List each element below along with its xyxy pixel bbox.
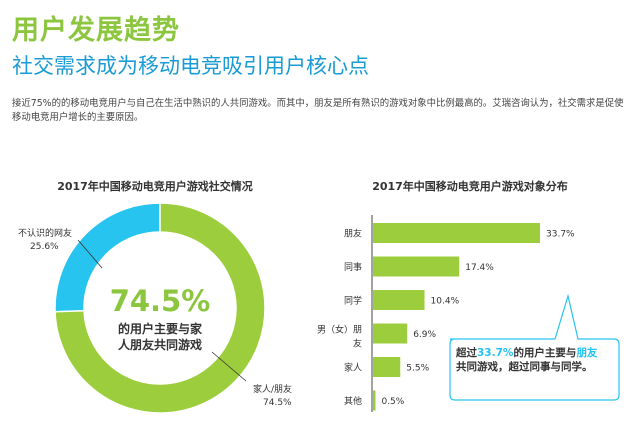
donut-chart [54,202,266,414]
callout-value: 33.7% [477,347,514,359]
page-title: 用户发展趋势 [12,15,180,46]
leader-line-family [211,351,247,382]
callout-prefix: 超过 [456,347,477,359]
slice-value-family: 74.5% [263,398,292,408]
bar-category-label-4: 家人 [344,362,362,374]
bar-chart: 33.7% 朋友 17.4% 同事 10.4% 同学 6.9% 男（女）朋友 5.5% 家人 0.5… [317,223,575,411]
callout-text: 超过33.7%的用户主要与朋友共同游戏，超过同事与同学。 [456,346,606,374]
page-subtitle: 社交需求成为移动电竞吸引用户核心点 [12,54,369,78]
leader-line-stranger [77,239,103,269]
slice-label-family: 家人/朋友 [253,383,292,395]
donut-center-value: 74.5% [110,284,211,318]
bar-category-label-5: 其他 [344,395,362,407]
bar-3 [373,323,408,344]
intro-paragraph: 接近75%的的移动电竞用户与自己在生活中熟识的人共同游戏。而其中，朋友是所有熟识… [12,98,624,123]
donut-center: 74.5% 的用户主要与家 人朋友共同游戏 [110,284,211,352]
bar-category-label-3: 友 [353,338,362,350]
callout-box [449,293,620,401]
callout-mid2: 共同游戏，超过同事与同学。 [456,361,593,373]
callout-highlight: 朋友 [576,347,598,359]
callout-mid1: 的用户主要与 [513,347,577,359]
bar-category-label-2: 同学 [344,295,362,307]
bar-value-label-1: 17.4% [465,263,494,273]
bar-5 [373,390,376,411]
bar-value-label-2: 10.4% [431,297,460,307]
bar-value-label-0: 33.7% [546,230,575,240]
bar-chart-title: 2017年中国移动电竞用户游戏对象分布 [372,180,568,193]
bar-category-label-0: 朋友 [344,228,362,240]
bar-4 [373,357,401,377]
bar-2 [373,290,425,310]
bar-1 [373,256,460,277]
donut-slice-family [54,202,266,414]
bar-value-label-4: 5.5% [406,364,429,374]
bar-0 [373,223,540,243]
donut-center-text-2: 人朋友共同游戏 [118,337,202,352]
bar-category-label-3: 男（女）朋 [317,324,362,336]
bar-value-label-3: 6.9% [413,330,436,340]
slice-label-stranger: 不认识的网友 [18,227,72,239]
pie-chart-title: 2017年中国移动电竞用户游戏社交情况 [57,180,253,193]
slice-value-stranger: 25.6% [30,242,59,252]
donut-center-text-1: 的用户主要与家 [118,321,203,336]
bar-value-label-5: 0.5% [381,397,404,407]
bar-category-label-1: 同事 [344,261,362,273]
